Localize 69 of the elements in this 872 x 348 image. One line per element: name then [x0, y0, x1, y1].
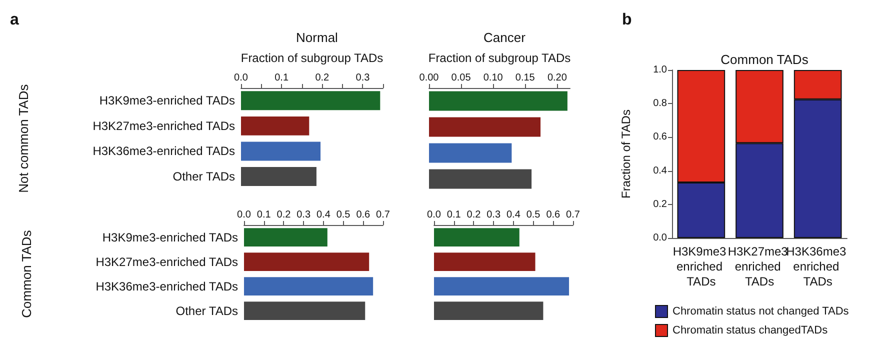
- x-tick-label: 0.2: [466, 210, 482, 220]
- bar: [244, 302, 366, 320]
- x-tick-label: 0.7: [376, 210, 390, 220]
- x-tick-label: 0.6: [356, 210, 371, 220]
- y-axis-title: Not common TADs: [16, 84, 32, 193]
- x-tick-label: 0.5: [336, 210, 351, 220]
- bar: [429, 91, 568, 111]
- y-tick-label: 0.0: [653, 232, 668, 244]
- x-tick-label: H3K9me3 enriched TADs: [672, 244, 730, 288]
- y-tick-label: 0.4: [653, 165, 668, 176]
- y-tick-label: H3K27me3-enriched TADs: [96, 254, 238, 269]
- x-tick-label: 0.15: [515, 72, 536, 84]
- x-tick-label: 0.00: [419, 72, 440, 84]
- x-tick-label: 0.20: [547, 72, 568, 84]
- x-tick-label: 0.7: [566, 210, 580, 220]
- bar: [244, 252, 370, 271]
- y-tick-label: Other TADs: [172, 170, 235, 184]
- bar: [429, 143, 512, 163]
- y-axis-title: Common TADs: [19, 230, 34, 318]
- x-axis-title: Fraction of subgroup TADs: [428, 51, 571, 65]
- bar: [429, 117, 541, 137]
- bar: [241, 142, 321, 161]
- x-tick-label: 0.1: [274, 72, 289, 84]
- x-tick-label: 0.4: [506, 210, 521, 220]
- y-tick-label: 0.2: [653, 198, 668, 210]
- x-tick-label: 0.1: [446, 210, 462, 220]
- bar: [244, 277, 374, 296]
- y-tick-label: H3K9me3-enriched TADs: [102, 230, 238, 244]
- text: a: [10, 12, 19, 28]
- x-tick-label: 0.3: [486, 210, 501, 220]
- bar: [434, 277, 570, 296]
- x-tick-label: 0.1: [256, 210, 272, 220]
- x-tick-label: 0.2: [315, 72, 330, 84]
- chart-title: Normal: [296, 30, 338, 45]
- y-tick-label: H3K27me3-enriched TADs: [92, 118, 235, 133]
- x-tick-label: 0.4: [316, 210, 331, 220]
- x-tick-label: 0.0: [427, 210, 442, 220]
- y-tick-label: H3K9me3-enriched TADs: [99, 94, 235, 108]
- x-tick-label: 0.0: [237, 210, 252, 220]
- x-tick-label: 0.5: [526, 210, 541, 220]
- y-axis-title: Fraction of TADs: [619, 110, 633, 198]
- x-tick-label: 0.6: [546, 210, 561, 220]
- y-tick-label: H3K36me3-enriched TADs: [92, 144, 235, 158]
- y-tick-label: 1.0: [653, 64, 668, 76]
- x-tick-label: 0.05: [451, 72, 472, 84]
- text: b: [622, 12, 632, 28]
- x-tick-label: 0.2: [276, 210, 292, 220]
- x-tick-label: H3K36me3 enriched TADs: [786, 244, 850, 288]
- bar: [241, 116, 310, 136]
- bar: [434, 302, 544, 320]
- bar: [241, 167, 316, 186]
- y-tick-label: H3K36me3-enriched TADs: [96, 279, 238, 294]
- bar: [434, 252, 536, 271]
- legend-label: Chromatin status not changed TADs: [672, 306, 850, 318]
- legend-label: Chromatin status changedTADs: [672, 324, 828, 336]
- x-tick-label: 0.3: [356, 72, 370, 84]
- chart-title: Cancer: [484, 30, 526, 45]
- x-tick-label: 0.0: [234, 72, 248, 84]
- y-tick-label: Other TADs: [176, 304, 238, 318]
- y-tick-label: 0.8: [653, 98, 668, 110]
- y-tick-label: 0.6: [653, 132, 668, 143]
- x-tick-label: 0.3: [296, 210, 311, 220]
- x-axis-title: Fraction of subgroup TADs: [240, 51, 384, 65]
- x-tick-label: 0.10: [483, 72, 504, 84]
- bar: [244, 228, 328, 246]
- bar: [429, 169, 532, 189]
- bar: [241, 91, 380, 110]
- bar: [434, 228, 520, 246]
- chart-title: Common TADs: [720, 52, 809, 67]
